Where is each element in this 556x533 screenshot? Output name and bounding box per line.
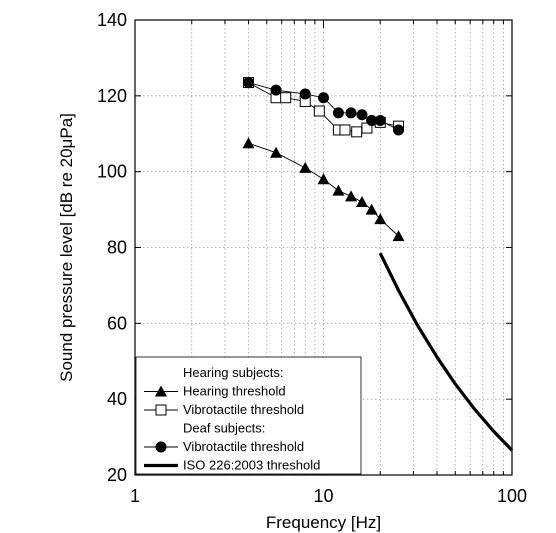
- hearing-threshold-point: [365, 203, 378, 215]
- y-tick-label: 60: [107, 313, 127, 333]
- y-tick-label: 140: [97, 10, 127, 30]
- hearing-vibrotactile-point: [339, 124, 351, 136]
- y-tick-label: 20: [107, 465, 127, 485]
- legend-swatch-marker: [155, 441, 167, 453]
- series-layer: [242, 77, 514, 452]
- hearing-threshold-series: [242, 137, 405, 242]
- deaf-vibrotactile-point: [332, 107, 344, 119]
- legend: Hearing subjects: Hearing threshold Vibrot…: [135, 356, 362, 475]
- legend-header: Hearing subjects:: [183, 365, 283, 380]
- deaf-vibrotactile-point: [242, 77, 254, 89]
- legend-swatch-marker: [155, 404, 167, 416]
- x-axis-label: Frequency [Hz]: [266, 513, 381, 532]
- deaf-vibrotactile-series: [242, 77, 405, 136]
- deaf-vibrotactile-point: [318, 92, 329, 104]
- deaf-vibrotactile-point: [299, 88, 311, 100]
- hearing-threshold-point: [299, 161, 312, 173]
- hearing-threshold-point: [332, 184, 345, 196]
- hearing-vibrotactile-series: [242, 77, 405, 138]
- hearing-vibrotactile-point: [280, 92, 292, 104]
- tick-labels: 1 10 100 20 40 60 80 100 120 140: [97, 10, 527, 506]
- hearing-threshold-point: [270, 146, 283, 158]
- y-tick-label: 40: [107, 389, 127, 409]
- x-tick-label: 1: [130, 486, 140, 506]
- deaf-vibrotactile-point: [393, 124, 405, 136]
- hearing-threshold-point: [355, 196, 368, 207]
- deaf-vibrotactile-point: [366, 114, 378, 126]
- y-tick-label: 120: [97, 86, 127, 106]
- y-tick-label: 100: [97, 162, 127, 182]
- deaf-vibrotactile-point: [270, 84, 282, 96]
- legend-label: Vibrotactile threshold: [183, 439, 304, 454]
- hearing-threshold-point: [392, 230, 405, 242]
- hearing-vibrotactile-point: [313, 105, 325, 117]
- legend-swatch-marker: [155, 385, 167, 397]
- x-tick-label: 100: [497, 486, 527, 506]
- hearing-vibrotactile-point: [351, 126, 363, 138]
- deaf-vibrotactile-point: [345, 107, 357, 119]
- y-tick-label: 80: [107, 238, 127, 258]
- deaf-vibrotactile-point: [374, 114, 386, 126]
- hearing-threshold-point: [345, 190, 358, 202]
- x-tick-label: 10: [313, 486, 333, 506]
- iso-226-threshold-series: [378, 252, 514, 452]
- hearing-threshold-point: [374, 213, 387, 225]
- y-axis-label: Sound pressure level [dB re 20μPa]: [57, 113, 76, 382]
- iso-226-threshold-line: [378, 252, 514, 452]
- legend-label: Vibrotactile threshold: [183, 402, 304, 417]
- legend-label: ISO 226:2003 threshold: [183, 458, 320, 473]
- legend-box: [135, 356, 362, 475]
- legend-header: Deaf subjects:: [183, 421, 265, 436]
- deaf-vibrotactile-point: [356, 109, 368, 121]
- hearing-threshold-point: [317, 173, 330, 185]
- hearing-threshold-point: [242, 137, 255, 149]
- legend-label: Hearing threshold: [183, 384, 286, 399]
